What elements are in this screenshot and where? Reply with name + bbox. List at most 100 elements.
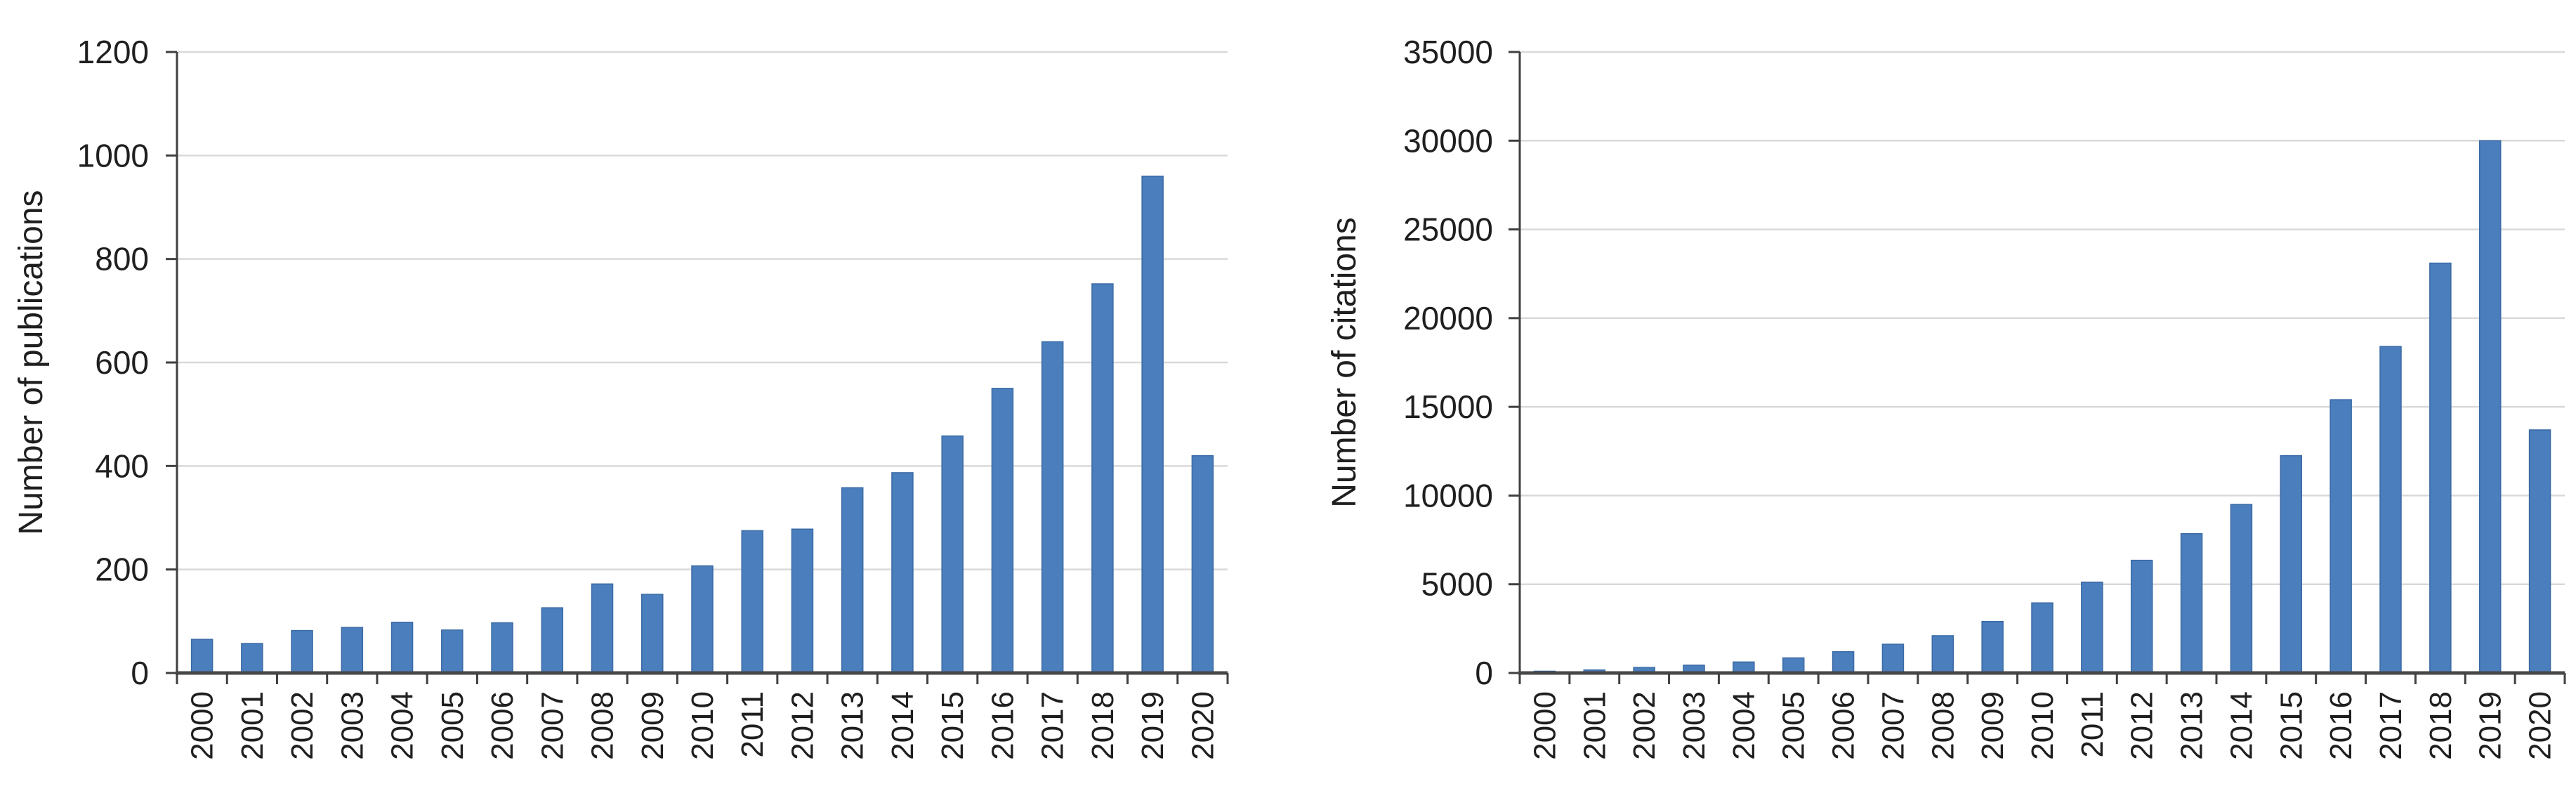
x-tick-label-2015: 2015 <box>935 691 970 760</box>
x-tick-label-2012: 2012 <box>785 691 820 760</box>
bar-citations-2006 <box>1832 651 1855 674</box>
bar-citations-2014 <box>2230 504 2253 674</box>
x-tick-label-2009: 2009 <box>1976 691 2010 760</box>
y-tick-label-5000: 5000 <box>1421 566 1493 603</box>
y-tick-label-1000: 1000 <box>77 137 149 174</box>
x-tick-label-2014: 2014 <box>2224 691 2259 760</box>
y-tick-label-0: 0 <box>131 655 149 691</box>
y-tick-label-15000: 15000 <box>1403 388 1493 425</box>
x-tick-label-2011: 2011 <box>2075 691 2110 758</box>
y-tick-label-25000: 25000 <box>1403 211 1493 248</box>
x-tick-label-2000: 2000 <box>185 691 220 760</box>
x-tick-label-2000: 2000 <box>1527 691 1562 760</box>
x-tick-label-2018: 2018 <box>1086 691 1120 760</box>
bar-citations-2012 <box>2130 559 2153 674</box>
x-tick-label-2017: 2017 <box>1036 691 1070 760</box>
y-tick-label-200: 200 <box>95 551 149 588</box>
x-tick-label-2005: 2005 <box>435 691 470 760</box>
bar-citations-2019 <box>2478 140 2502 674</box>
bar-publications-2009 <box>641 594 664 674</box>
bar-citations-2017 <box>2379 346 2402 674</box>
x-tick-label-2005: 2005 <box>1777 691 1811 760</box>
x-tick-label-2008: 2008 <box>1926 691 1960 760</box>
y-tick-label-800: 800 <box>95 241 149 277</box>
y-tick-label-400: 400 <box>95 447 149 484</box>
y-tick-label-10000: 10000 <box>1403 477 1493 514</box>
bar-citations-2020 <box>2528 429 2551 674</box>
x-tick-label-2019: 2019 <box>1136 691 1170 760</box>
x-tick-label-2003: 2003 <box>1677 691 1711 760</box>
x-tick-label-2014: 2014 <box>886 691 920 760</box>
y-tick-label-0: 0 <box>1475 655 1493 691</box>
bar-publications-2002 <box>291 629 313 674</box>
x-tick-label-2015: 2015 <box>2274 691 2308 760</box>
bar-publications-2016 <box>991 388 1014 674</box>
publications-bar-chart: 0 200 400 600 800 1000 1200 2000 2001 2002 2003 200… <box>13 34 1229 760</box>
x-tick-label-2013: 2013 <box>836 691 870 760</box>
bar-citations-2013 <box>2180 532 2203 674</box>
y-tick-label-35000: 35000 <box>1403 34 1493 70</box>
bar-citations-2008 <box>1931 635 1954 674</box>
x-tick-label-2010: 2010 <box>685 691 720 760</box>
citations-y-axis-title: Number of citations <box>1326 217 1363 508</box>
bar-citations-2018 <box>2429 262 2452 674</box>
x-tick-label-2007: 2007 <box>1876 691 1910 760</box>
bar-citations-2016 <box>2329 399 2352 674</box>
x-tick-label-2018: 2018 <box>2424 691 2458 760</box>
bar-publications-2020 <box>1191 455 1214 674</box>
x-tick-label-2020: 2020 <box>2523 691 2558 760</box>
x-tick-label-2003: 2003 <box>335 691 369 760</box>
bar-publications-2004 <box>390 622 414 674</box>
publications-y-axis-title: Number of publications <box>13 190 50 535</box>
x-tick-label-2006: 2006 <box>485 691 520 760</box>
bar-publications-2019 <box>1141 176 1164 674</box>
citations-bar-chart: 0 5000 10000 15000 20000 25000 30000 35000 2000 2… <box>1326 34 2566 760</box>
x-tick-label-2004: 2004 <box>1727 691 1761 760</box>
publications-chart-panel: 0 200 400 600 800 1000 1200 2000 2001 2002 2003 200… <box>13 34 1229 760</box>
bar-publications-2010 <box>691 565 714 674</box>
x-tick-label-2006: 2006 <box>1827 691 1861 760</box>
bar-publications-2017 <box>1041 341 1064 674</box>
x-tick-label-2004: 2004 <box>386 691 420 760</box>
bar-publications-2006 <box>491 622 513 674</box>
bar-publications-2015 <box>941 435 964 674</box>
bar-citations-2007 <box>1881 643 1905 674</box>
citations-chart-panel: 0 5000 10000 15000 20000 25000 30000 35000 2000 2… <box>1288 0 2576 791</box>
bar-publications-2013 <box>841 487 864 674</box>
y-tick-label-20000: 20000 <box>1403 300 1493 336</box>
y-tick-label-1200: 1200 <box>77 34 149 70</box>
bar-publications-2012 <box>791 528 814 674</box>
x-tick-label-2009: 2009 <box>636 691 670 760</box>
bar-citations-2011 <box>2081 581 2103 674</box>
x-tick-label-2012: 2012 <box>2125 691 2160 760</box>
bar-publications-2005 <box>441 629 464 674</box>
bar-citations-2010 <box>2031 602 2053 674</box>
bar-citations-2009 <box>1981 621 2004 674</box>
x-tick-label-2002: 2002 <box>1627 691 1662 760</box>
bar-publications-2001 <box>241 643 263 674</box>
bar-publications-2018 <box>1091 283 1114 674</box>
bar-publications-2007 <box>541 607 564 674</box>
x-tick-label-2007: 2007 <box>535 691 570 760</box>
bar-publications-2014 <box>891 472 914 674</box>
y-tick-label-30000: 30000 <box>1403 122 1493 159</box>
x-tick-label-2001: 2001 <box>1577 691 1612 760</box>
x-tick-label-2001: 2001 <box>235 691 270 760</box>
bar-citations-2005 <box>1782 657 1805 674</box>
x-tick-label-2020: 2020 <box>1185 691 1220 760</box>
bar-publications-2008 <box>591 583 614 674</box>
bar-publications-2011 <box>741 530 763 674</box>
x-tick-label-2017: 2017 <box>2374 691 2408 760</box>
bar-publications-2003 <box>341 627 364 674</box>
bar-publications-2000 <box>190 639 213 674</box>
x-tick-label-2002: 2002 <box>285 691 320 760</box>
x-tick-label-2010: 2010 <box>2025 691 2060 760</box>
x-tick-label-2016: 2016 <box>985 691 1020 760</box>
x-tick-label-2013: 2013 <box>2175 691 2209 760</box>
bar-citations-2015 <box>2280 455 2303 674</box>
x-tick-label-2016: 2016 <box>2324 691 2358 760</box>
x-tick-label-2008: 2008 <box>586 691 620 760</box>
x-tick-label-2019: 2019 <box>2473 691 2508 760</box>
y-tick-label-600: 600 <box>95 344 149 381</box>
